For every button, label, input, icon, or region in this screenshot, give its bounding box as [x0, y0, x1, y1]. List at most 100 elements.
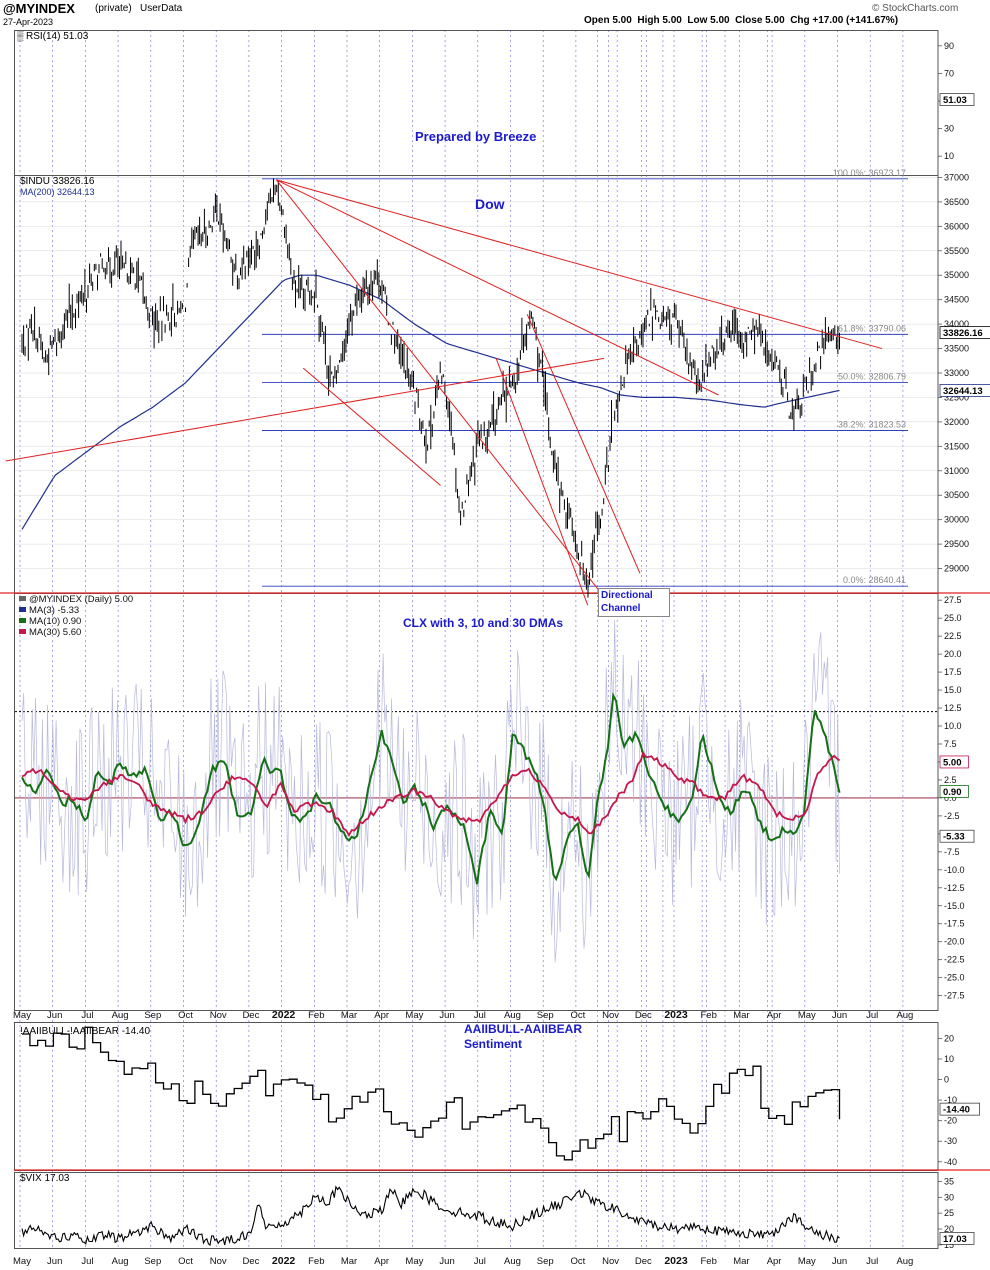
directional-channel-line2: Channel	[601, 603, 641, 614]
clx-ma3-last-value: -5.33	[943, 832, 965, 843]
x-axis-label: Feb	[701, 1010, 717, 1021]
clx-ma3-last-value-box	[939, 829, 975, 843]
clx-tick-label: 15.0	[944, 685, 962, 695]
x-axis-label: Oct	[571, 1256, 586, 1267]
x-axis-label: Nov	[210, 1010, 227, 1021]
trendline	[302, 367, 441, 486]
clx-raw-last-value-box	[939, 755, 969, 769]
panels: 9070503010RSI(14) 51.03▒51.0329000295003…	[5, 31, 990, 1250]
ma200-line	[21, 274, 840, 530]
clx-tick-label: 7.5	[944, 739, 957, 749]
x-axis-label: Nov	[602, 1256, 619, 1267]
aaii-tick-label: -10	[944, 1095, 957, 1105]
dow-price-bars	[21, 178, 840, 598]
dow-tick-label: 30500	[944, 490, 969, 500]
panel-frames	[0, 30, 990, 1249]
x-axis-label: Jun	[832, 1256, 847, 1267]
prepared-by-annotation: Prepared by Breeze	[415, 129, 537, 144]
x-axis-label: Jun	[832, 1010, 847, 1021]
x-axis-label: May	[13, 1010, 31, 1021]
vix-tick-label: 15	[944, 1240, 954, 1250]
x-axis: May Jun Jul Aug Sep Oct Nov Dec 2022 Feb Mar Apr May…	[13, 1009, 913, 1267]
panel-frame	[14, 30, 939, 176]
dow-ma200-last-value: 32644.13	[943, 386, 983, 397]
vix-tick-label: 20	[944, 1224, 954, 1234]
vix-line	[21, 1185, 840, 1247]
clx-legend-swatch	[19, 629, 26, 634]
x-axis-label: Apr	[767, 1256, 782, 1267]
sentiment-annotation-subtitle: Sentiment	[464, 1037, 523, 1051]
x-axis-label: Jul	[81, 1256, 93, 1267]
dow-tick-label: 35500	[944, 246, 969, 256]
dow-annotation: Dow	[475, 196, 505, 212]
vix-last-value: 17.03	[943, 1234, 967, 1245]
x-axis-label: Feb	[308, 1010, 324, 1021]
x-axis-label: Sep	[537, 1256, 554, 1267]
panel-frame	[14, 593, 939, 1011]
rsi-tick-label: 30	[944, 124, 954, 134]
rsi-tick-label: 90	[944, 41, 954, 51]
dow-tick-label: 29500	[944, 539, 969, 549]
x-axis-label: Sep	[144, 1010, 161, 1021]
fib-level-label: 0.0%: 28640.41	[843, 575, 906, 585]
aaii-last-value-box	[939, 1102, 980, 1116]
dow-tick-label: 32000	[944, 417, 969, 427]
x-axis-label: 2022	[272, 1255, 296, 1267]
rsi-last-value: 51.03	[943, 95, 967, 106]
fib-level-label: 61.8%: 33790.06	[838, 323, 906, 333]
x-axis-label: Jul	[866, 1256, 878, 1267]
trendline	[276, 179, 883, 350]
x-axis-label: Dec	[242, 1010, 259, 1021]
clx-tick-label: 22.5	[944, 631, 962, 641]
x-axis-label: Jun	[439, 1256, 454, 1267]
x-axis-label: Jun	[47, 1010, 62, 1021]
clx-tick-label: -22.5	[944, 955, 965, 965]
x-axis-label: Aug	[504, 1256, 521, 1267]
x-axis-label: Sep	[537, 1010, 554, 1021]
clx-ma10-last-value: 0.90	[943, 787, 962, 798]
clx-tick-label: -15.0	[944, 901, 965, 911]
clx-legend-entry: @MYINDEX (Daily) 5.00	[29, 594, 133, 605]
chart-source: UserData	[140, 3, 183, 14]
x-axis-label: Nov	[602, 1010, 619, 1021]
clx-ma30-line	[21, 750, 841, 838]
clx-tick-label: -7.5	[944, 847, 960, 857]
directional-channel-line1: Directional	[601, 590, 653, 601]
x-axis-label: Mar	[341, 1256, 357, 1267]
x-axis-label: Dec	[635, 1256, 652, 1267]
x-axis-label: Jul	[81, 1010, 93, 1021]
x-axis-label: Apr	[374, 1256, 389, 1267]
dow-tick-label: 29000	[944, 564, 969, 574]
clx-raw-last-value: 5.00	[943, 757, 962, 768]
fib-level-label: 100.0%: 36973.17	[833, 168, 906, 178]
clx-legend-swatch	[19, 607, 26, 612]
grid	[15, 30, 938, 1248]
trendline	[276, 179, 611, 606]
fib-level-label: 50.0%: 32806.79	[838, 371, 906, 381]
vix-tick-label: 35	[944, 1177, 954, 1187]
x-axis-label: Oct	[178, 1010, 193, 1021]
dow-price-last-value: 33826.16	[943, 328, 983, 339]
vix-last-value-box	[939, 1232, 975, 1245]
chart-symbol: @MYINDEX	[3, 1, 75, 16]
x-axis-label: May	[405, 1256, 423, 1267]
x-axis-label: May	[798, 1010, 816, 1021]
clx-tick-label: -27.5	[944, 991, 965, 1001]
dow-tick-label: 37000	[944, 172, 969, 182]
clx-tick-label: -25.0	[944, 973, 965, 983]
dow-tick-label: 31000	[944, 466, 969, 476]
rsi-legend: RSI(14) 51.03	[26, 31, 89, 42]
x-axis-label: Apr	[767, 1010, 782, 1021]
x-axis-label: Nov	[210, 1256, 227, 1267]
trendline	[276, 179, 719, 396]
dow-tick-label: 33000	[944, 368, 969, 378]
aaii-tick-label: 0	[944, 1075, 949, 1085]
aaii-tick-label: 20	[944, 1033, 954, 1043]
clx-legend-entry: MA(3) -5.33	[29, 605, 79, 616]
clx-tick-label: -10.0	[944, 865, 965, 875]
x-axis-label: Jun	[47, 1256, 62, 1267]
clx-tick-label: 25.0	[944, 613, 962, 623]
x-axis-label: Jul	[866, 1010, 878, 1021]
ohlc-readout: Open 5.00 High 5.00 Low 5.00 Close 5.00 …	[584, 15, 899, 26]
